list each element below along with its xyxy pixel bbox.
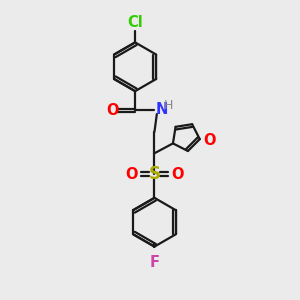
Text: N: N: [156, 102, 168, 117]
Text: O: O: [171, 167, 184, 182]
Text: O: O: [203, 133, 216, 148]
Text: S: S: [148, 165, 160, 183]
Text: F: F: [149, 255, 160, 270]
Text: H: H: [164, 99, 173, 112]
Text: O: O: [106, 103, 118, 118]
Text: Cl: Cl: [127, 15, 143, 30]
Text: O: O: [125, 167, 137, 182]
